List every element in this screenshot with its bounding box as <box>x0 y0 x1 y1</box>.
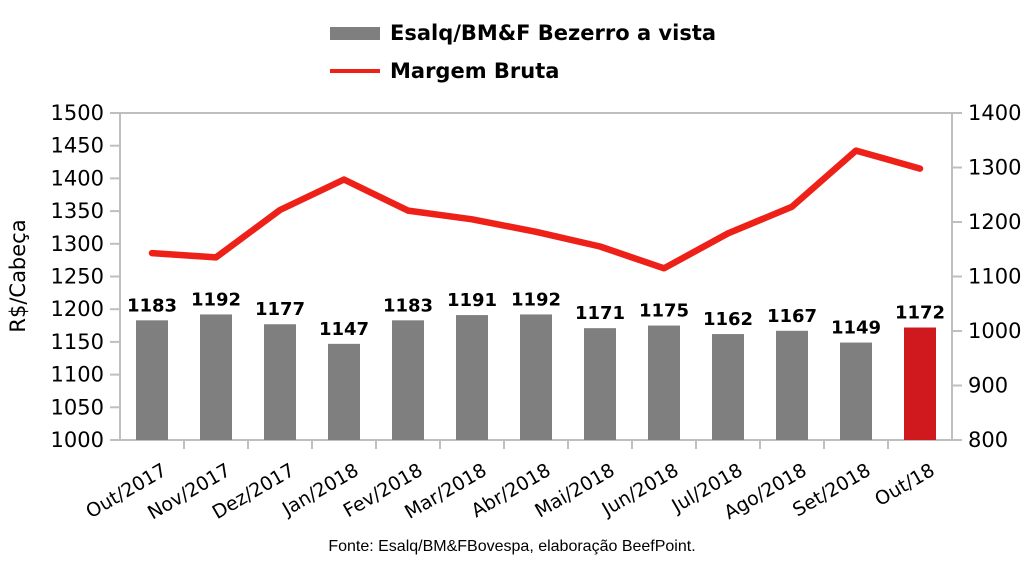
bar <box>392 320 424 440</box>
right-axis-tick-label: 1200 <box>968 210 1021 234</box>
x-axis-labels: Out/2017Nov/2017Dez/2017Jan/2018Fev/2018… <box>82 459 938 524</box>
left-axis-tick-label: 1200 <box>51 297 104 321</box>
left-axis-tick-label: 1350 <box>51 199 104 223</box>
bar <box>520 314 552 440</box>
bar <box>776 330 808 440</box>
x-axis-label: Out/18 <box>871 459 938 511</box>
bar-value-label: 1192 <box>191 289 241 310</box>
bar <box>328 343 360 440</box>
left-axis-tick-label: 1100 <box>51 363 104 387</box>
bar <box>456 315 488 440</box>
right-axis-tick-label: 800 <box>968 428 1008 452</box>
left-axis-tick-label: 1000 <box>51 428 104 452</box>
right-axis-tick-label: 1100 <box>968 265 1021 289</box>
left-axis-tick-label: 1050 <box>51 395 104 419</box>
legend-label-margem: Margem Bruta <box>390 59 560 83</box>
bar-value-label: 1192 <box>511 289 561 310</box>
left-axis: 1000 1050 1100 1150 1200 1250 1300 1350 1400 1450… <box>51 101 120 452</box>
bar <box>200 314 232 440</box>
bar-value-label: 1147 <box>319 319 369 340</box>
left-axis-tick-label: 1450 <box>51 134 104 158</box>
bar-value-label: 1162 <box>703 309 753 330</box>
bar-value-label: 1177 <box>255 299 305 320</box>
bar-value-label: 1191 <box>447 290 497 311</box>
bar <box>648 325 680 440</box>
legend-item-bezerro: Esalq/BM&F Bezerro a vista <box>330 20 716 46</box>
legend-item-margem: Margem Bruta <box>330 58 716 84</box>
legend: Esalq/BM&F Bezerro a vista Margem Bruta <box>330 20 716 96</box>
legend-label-bezerro: Esalq/BM&F Bezerro a vista <box>390 21 717 45</box>
right-axis-tick-label: 1400 <box>968 101 1021 125</box>
right-axis-tick-label: 1000 <box>968 319 1021 343</box>
bar <box>264 324 296 440</box>
line-swatch-icon <box>330 69 380 73</box>
bar-swatch-icon <box>330 26 380 40</box>
source-note: Fonte: Esalq/BM&FBovespa, elaboração Bee… <box>328 538 696 555</box>
bar-value-label: 1149 <box>831 318 881 339</box>
bars-group: 1183 1192 1177 1147 1183 1191 1192 1171 1175 1162… <box>127 289 945 440</box>
bar <box>712 334 744 440</box>
right-axis: 800 900 1000 1100 1200 1300 1400 <box>952 101 1021 452</box>
left-axis-tick-label: 1150 <box>51 330 104 354</box>
left-axis-tick-label: 1500 <box>51 101 104 125</box>
bar-value-label: 1175 <box>639 301 689 322</box>
bar-value-label: 1172 <box>895 303 945 324</box>
left-axis-tick-label: 1300 <box>51 232 104 256</box>
bar <box>136 320 168 440</box>
bar-value-label: 1183 <box>127 295 177 316</box>
bar <box>584 328 616 440</box>
right-axis-tick-label: 900 <box>968 374 1008 398</box>
bar <box>840 342 872 440</box>
bar-value-label: 1171 <box>575 303 625 324</box>
x-axis-ticks <box>183 440 889 449</box>
left-axis-tick-label: 1400 <box>51 166 104 190</box>
right-axis-tick-label: 1300 <box>968 156 1021 180</box>
bar-value-label: 1183 <box>383 295 433 316</box>
bar-value-label: 1167 <box>767 306 817 327</box>
bar-highlighted <box>904 327 936 440</box>
margem-bruta-line <box>148 147 924 272</box>
left-axis-tick-label: 1250 <box>51 265 104 289</box>
